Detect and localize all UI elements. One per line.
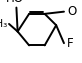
Text: O: O bbox=[67, 5, 77, 18]
Text: HO: HO bbox=[6, 0, 24, 5]
Text: F: F bbox=[67, 37, 74, 50]
Text: CH₃: CH₃ bbox=[0, 19, 7, 29]
